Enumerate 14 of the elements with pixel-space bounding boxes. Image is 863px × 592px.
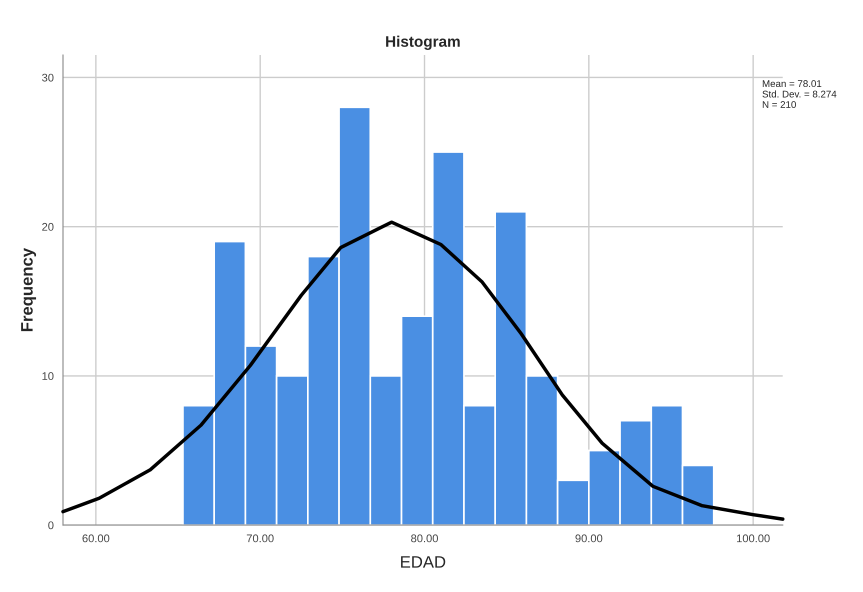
annotation: Mean = 78.01 Std. Dev. = 8.274 N = 210: [762, 80, 836, 108]
y-tick-label: 0: [48, 521, 54, 530]
y-tick-label: 30: [42, 74, 54, 82]
chart-title: Histogram: [386, 36, 460, 50]
x-tick-label: 80.00: [411, 534, 438, 542]
x-tick-label: 90.00: [575, 534, 602, 542]
x-tick-label: 60.00: [82, 534, 110, 542]
y-axis-title: Frequency: [21, 248, 36, 332]
x-tick-label: 100.00: [737, 534, 770, 542]
y-tick-label: 10: [42, 372, 54, 380]
x-axis-title: EDAD: [401, 556, 446, 568]
line-series: [61, 220, 784, 521]
y-tick-label: 20: [42, 222, 54, 231]
x-tick-label: 70.00: [246, 534, 274, 542]
